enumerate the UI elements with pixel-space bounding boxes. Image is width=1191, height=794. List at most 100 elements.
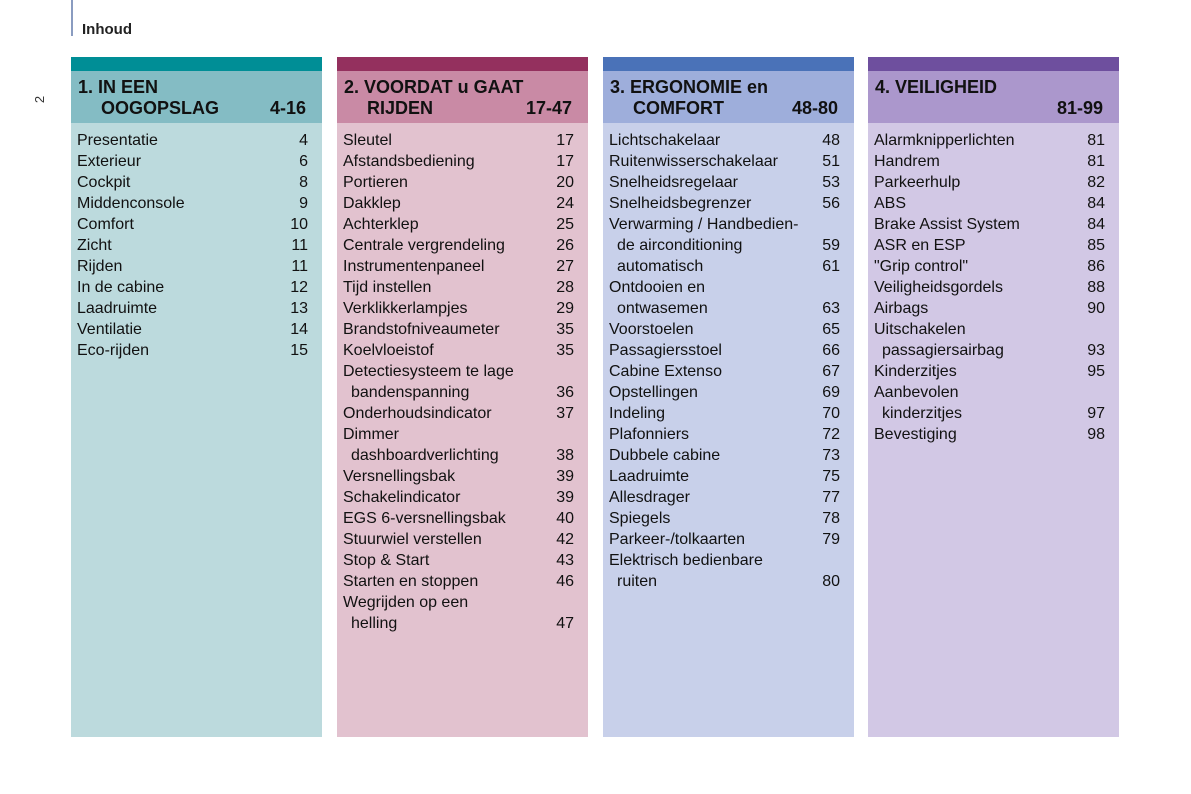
toc-entry[interactable]: Detectiesysteem te lage	[337, 361, 588, 382]
entry-page: 29	[556, 300, 574, 317]
section-pages[interactable]: 81-99	[1056, 98, 1103, 118]
toc-entry[interactable]: Sleutel 17	[337, 130, 588, 151]
entry-title: Comfort	[77, 216, 134, 233]
toc-entry[interactable]: Portieren 20	[337, 172, 588, 193]
toc-entry[interactable]: In de cabine 12	[71, 277, 322, 298]
entry-page: 86	[1087, 258, 1105, 275]
toc-entry[interactable]: Elektrisch bedienbare	[603, 550, 854, 571]
toc-entry[interactable]: Comfort 10	[71, 214, 322, 235]
toc-entry[interactable]: Starten en stoppen 46	[337, 571, 588, 592]
toc-entry[interactable]: Schakelindicator 39	[337, 487, 588, 508]
toc-entry[interactable]: ontwasemen 63	[603, 298, 854, 319]
toc-entry[interactable]: Laadruimte 75	[603, 466, 854, 487]
section-pages[interactable]: 17-47	[525, 98, 572, 118]
toc-entry[interactable]: Koelvloeistof 35	[337, 340, 588, 361]
toc-entry[interactable]: EGS 6-versnellingsbak 40	[337, 508, 588, 529]
section-body: Alarmknipperlichten 81 Handrem 81 Parkeerhul…	[868, 123, 1119, 737]
toc-entry[interactable]: Eco-rijden 15	[71, 340, 322, 361]
toc-entry[interactable]: Allesdrager 77	[603, 487, 854, 508]
toc-entry[interactable]: Kinderzitjes 95	[868, 361, 1119, 382]
toc-entry[interactable]: de airconditioning 59	[603, 235, 854, 256]
toc-entry[interactable]: Rijden 11	[71, 256, 322, 277]
entry-title: Snelheidsregelaar	[609, 174, 738, 191]
entry-page: 26	[556, 237, 574, 254]
toc-entry[interactable]: Presentatie 4	[71, 130, 322, 151]
entry-title: dashboardverlichting	[351, 447, 499, 464]
toc-entry[interactable]: "Grip control" 86	[868, 256, 1119, 277]
toc-entry[interactable]: Aanbevolen	[868, 382, 1119, 403]
toc-entry[interactable]: Onderhoudsindicator 37	[337, 403, 588, 424]
entry-page: 28	[556, 279, 574, 296]
toc-entry[interactable]: Ventilatie 14	[71, 319, 322, 340]
toc-entry[interactable]: Indeling 70	[603, 403, 854, 424]
toc-entry[interactable]: Passagiersstoel 66	[603, 340, 854, 361]
toc-entry[interactable]: Handrem 81	[868, 151, 1119, 172]
toc-entry[interactable]: ABS 84	[868, 193, 1119, 214]
toc-entry[interactable]: Middenconsole 9	[71, 193, 322, 214]
toc-entry[interactable]: Ontdooien en	[603, 277, 854, 298]
toc-entry[interactable]: kinderzitjes 97	[868, 403, 1119, 424]
toc-entry[interactable]: Brake Assist System 84	[868, 214, 1119, 235]
toc-entry[interactable]: Cockpit 8	[71, 172, 322, 193]
toc-entry[interactable]: Bevestiging 98	[868, 424, 1119, 445]
toc-entry[interactable]: Spiegels 78	[603, 508, 854, 529]
toc-entry[interactable]: ruiten 80	[603, 571, 854, 592]
toc-entry[interactable]: Voorstoelen 65	[603, 319, 854, 340]
toc-entry[interactable]: automatisch 61	[603, 256, 854, 277]
toc-entry[interactable]: Dubbele cabine 73	[603, 445, 854, 466]
toc-entry[interactable]: Instrumentenpaneel 27	[337, 256, 588, 277]
toc-entry[interactable]: Parkeerhulp 82	[868, 172, 1119, 193]
section-pages[interactable]: 48-80	[791, 98, 838, 118]
entry-title: Voorstoelen	[609, 321, 694, 338]
entry-title: Uitschakelen	[874, 321, 966, 338]
entry-title: Verklikkerlampjes	[343, 300, 468, 317]
toc-section-4: 4. VEILIGHEID 81-99 Alarmknipperlichten 8…	[868, 57, 1119, 737]
entry-title: Ontdooien en	[609, 279, 706, 296]
entry-page: 17	[556, 153, 574, 170]
entry-title: Laadruimte	[77, 300, 158, 317]
toc-entry[interactable]: Achterklep 25	[337, 214, 588, 235]
section-color-bar	[71, 57, 322, 71]
toc-entry[interactable]: Verklikkerlampjes 29	[337, 298, 588, 319]
toc-entry[interactable]: Lichtschakelaar 48	[603, 130, 854, 151]
toc-entry[interactable]: bandenspanning 36	[337, 382, 588, 403]
toc-entry[interactable]: Afstandsbediening 17	[337, 151, 588, 172]
entry-title: bandenspanning	[351, 384, 470, 401]
toc-entry[interactable]: ASR en ESP 85	[868, 235, 1119, 256]
toc-entry[interactable]: Snelheidsbegrenzer 56	[603, 193, 854, 214]
toc-entry[interactable]: helling 47	[337, 613, 588, 634]
entry-title: Ruitenwisserschakelaar	[609, 153, 778, 170]
toc-entry[interactable]: Uitschakelen	[868, 319, 1119, 340]
toc-entry[interactable]: Laadruimte 13	[71, 298, 322, 319]
section-body: Sleutel 17 Afstandsbediening 17 Portieren 20 D…	[337, 123, 588, 737]
entry-title: Ventilatie	[77, 321, 142, 338]
toc-entry[interactable]: Dimmer	[337, 424, 588, 445]
toc-entry[interactable]: Brandstofniveaumeter 35	[337, 319, 588, 340]
toc-entry[interactable]: Opstellingen 69	[603, 382, 854, 403]
toc-entry[interactable]: dashboardverlichting 38	[337, 445, 588, 466]
toc-entry[interactable]: Verwarming / Handbedien-	[603, 214, 854, 235]
toc-entry[interactable]: Stuurwiel verstellen 42	[337, 529, 588, 550]
toc-entry[interactable]: Versnellingsbak 39	[337, 466, 588, 487]
toc-entry[interactable]: Wegrijden op een	[337, 592, 588, 613]
toc-entry[interactable]: Alarmknipperlichten 81	[868, 130, 1119, 151]
section-body: Lichtschakelaar 48 Ruitenwisserschakelaar 5…	[603, 123, 854, 737]
entry-page: 81	[1087, 132, 1105, 149]
entry-page: 84	[1087, 216, 1105, 233]
toc-entry[interactable]: Veiligheidsgordels 88	[868, 277, 1119, 298]
toc-entry[interactable]: Tijd instellen 28	[337, 277, 588, 298]
toc-entry[interactable]: Stop & Start 43	[337, 550, 588, 571]
toc-entry[interactable]: passagiersairbag 93	[868, 340, 1119, 361]
section-pages[interactable]: 4-16	[269, 98, 306, 118]
toc-entry[interactable]: Dakklep 24	[337, 193, 588, 214]
toc-entry[interactable]: Parkeer-/tolkaarten 79	[603, 529, 854, 550]
toc-entry[interactable]: Plafonniers 72	[603, 424, 854, 445]
toc-entry[interactable]: Airbags 90	[868, 298, 1119, 319]
entry-title: Instrumentenpaneel	[343, 258, 485, 275]
toc-entry[interactable]: Cabine Extenso 67	[603, 361, 854, 382]
toc-entry[interactable]: Exterieur 6	[71, 151, 322, 172]
toc-entry[interactable]: Snelheidsregelaar 53	[603, 172, 854, 193]
toc-entry[interactable]: Zicht 11	[71, 235, 322, 256]
toc-entry[interactable]: Ruitenwisserschakelaar 51	[603, 151, 854, 172]
toc-entry[interactable]: Centrale vergrendeling 26	[337, 235, 588, 256]
